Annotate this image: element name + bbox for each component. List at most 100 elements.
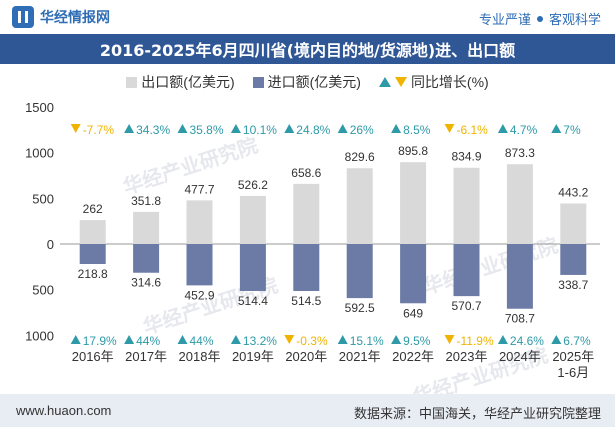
x-tick-label: 2023年 — [446, 349, 488, 364]
import-bar — [239, 244, 266, 291]
up-triangle-icon — [337, 124, 348, 133]
export-value-label: 477.7 — [184, 182, 214, 196]
down-triangle-icon — [394, 77, 407, 87]
export-bar — [79, 220, 106, 244]
export-growth-label: 7% — [563, 123, 581, 137]
legend-import-label: 进口额(亿美元) — [267, 74, 361, 90]
import-bar — [186, 244, 213, 286]
up-triangle-icon — [497, 335, 508, 344]
y-tick-label: 1000 — [25, 146, 54, 161]
up-triangle-icon — [551, 335, 562, 344]
x-tick-label: 2019年 — [232, 349, 274, 364]
export-growth-label: 34.3% — [136, 123, 170, 137]
x-tick-label: 1-6月 — [557, 365, 589, 380]
legend-import: 进口额(亿美元) — [252, 72, 361, 92]
x-tick-label: 2020年 — [285, 349, 327, 364]
chart-legend: 出口额(亿美元) 进口额(亿美元) 同比增长(%) — [0, 72, 615, 92]
export-value-label: 351.8 — [131, 194, 161, 208]
up-triangle-icon — [391, 335, 402, 344]
export-growth-label: 35.8% — [190, 123, 224, 137]
export-growth-label: 8.5% — [403, 123, 431, 137]
export-growth-label: 26% — [350, 123, 374, 137]
footer: www.huaon.com 数据来源：中国海关，华经产业研究院整理 — [0, 394, 615, 427]
legend-export-label: 出口额(亿美元) — [141, 74, 235, 90]
import-growth-label: 13.2% — [243, 334, 277, 348]
import-bar — [346, 244, 373, 299]
import-value-label: 514.4 — [238, 294, 268, 308]
up-triangle-icon — [70, 335, 81, 344]
footer-source: 数据来源：中国海关，华经产业研究院整理 — [353, 406, 601, 421]
down-triangle-icon — [284, 335, 295, 344]
import-growth-label: 15.1% — [350, 334, 384, 348]
import-growth-label: 6.7% — [563, 334, 591, 348]
brand-name: 华经情报网 — [40, 9, 110, 25]
legend-growth: 同比增长(%) — [378, 72, 489, 92]
import-value-label: 338.7 — [558, 278, 588, 292]
export-bar — [133, 211, 160, 244]
x-tick-label: 2017年 — [125, 349, 167, 364]
import-growth-label: -0.3% — [296, 334, 328, 348]
up-triangle-icon — [124, 124, 135, 133]
import-value-label: 514.5 — [291, 294, 321, 308]
import-growth-label: 9.5% — [403, 334, 431, 348]
import-value-label: 452.9 — [184, 288, 214, 302]
up-triangle-icon — [230, 335, 241, 344]
y-tick-label: 0 — [47, 237, 54, 252]
export-value-label: 834.9 — [451, 150, 481, 164]
x-tick-label: 2016年 — [72, 349, 114, 364]
x-tick-label: 2022年 — [392, 349, 434, 364]
footer-website: www.huaon.com — [16, 403, 112, 418]
import-growth-label: -11.9% — [457, 334, 494, 348]
export-value-label: 658.6 — [291, 166, 321, 180]
import-growth-label: 17.9% — [83, 334, 117, 348]
brand: 华经情报网 — [12, 6, 110, 28]
tagline-right: 客观科学 — [548, 12, 601, 27]
down-triangle-icon — [444, 124, 455, 133]
export-bar — [400, 162, 427, 244]
import-growth-label: 24.6% — [510, 334, 544, 348]
dot-icon — [536, 15, 543, 22]
up-triangle-icon — [337, 335, 348, 344]
import-value-label: 570.7 — [451, 299, 481, 313]
import-bar — [133, 244, 160, 273]
title-bar: 2016-2025年6月四川省(境内目的地/货源地)进、出口额 — [0, 34, 615, 64]
down-triangle-icon — [444, 335, 455, 344]
up-triangle-icon — [391, 124, 402, 133]
export-growth-label: -6.1% — [457, 123, 489, 137]
legend-export: 出口额(亿美元) — [126, 72, 235, 92]
export-bar — [346, 168, 373, 244]
y-tick-label: 1500 — [25, 100, 54, 115]
import-bar — [293, 244, 320, 291]
legend-export-swatch — [126, 76, 138, 88]
down-triangle-icon — [70, 124, 81, 133]
y-tick-label: 500 — [32, 191, 54, 206]
tagline: 专业严谨 客观科学 — [479, 9, 601, 28]
export-growth-label: 10.1% — [243, 123, 277, 137]
export-growth-label: 4.7% — [510, 123, 538, 137]
export-bar — [453, 167, 480, 244]
up-triangle-icon — [124, 335, 135, 344]
export-bar — [293, 183, 320, 244]
export-value-label: 873.3 — [505, 146, 535, 160]
import-bar — [400, 244, 427, 304]
import-value-label: 592.5 — [345, 301, 375, 315]
export-value-label: 829.6 — [345, 150, 375, 164]
export-bar — [560, 203, 587, 244]
up-triangle-icon — [378, 77, 391, 87]
tagline-left: 专业严谨 — [478, 12, 531, 27]
legend-growth-label: 同比增长(%) — [410, 74, 489, 90]
x-tick-label: 2018年 — [179, 349, 221, 364]
import-value-label: 314.6 — [131, 276, 161, 290]
up-triangle-icon — [551, 124, 562, 133]
export-growth-label: -7.7% — [83, 123, 115, 137]
export-value-label: 443.2 — [558, 186, 588, 200]
export-bar — [239, 195, 266, 244]
x-tick-label: 2021年 — [339, 349, 381, 364]
logo-icon — [12, 6, 34, 28]
up-triangle-icon — [230, 124, 241, 133]
up-triangle-icon — [177, 335, 188, 344]
y-tick-label: 500 — [32, 283, 54, 298]
chart-plot: 1500100050005001000262218.8-7.7%17.9%201… — [25, 100, 600, 380]
y-tick-label: 1000 — [25, 328, 54, 343]
export-value-label: 526.2 — [238, 178, 268, 192]
